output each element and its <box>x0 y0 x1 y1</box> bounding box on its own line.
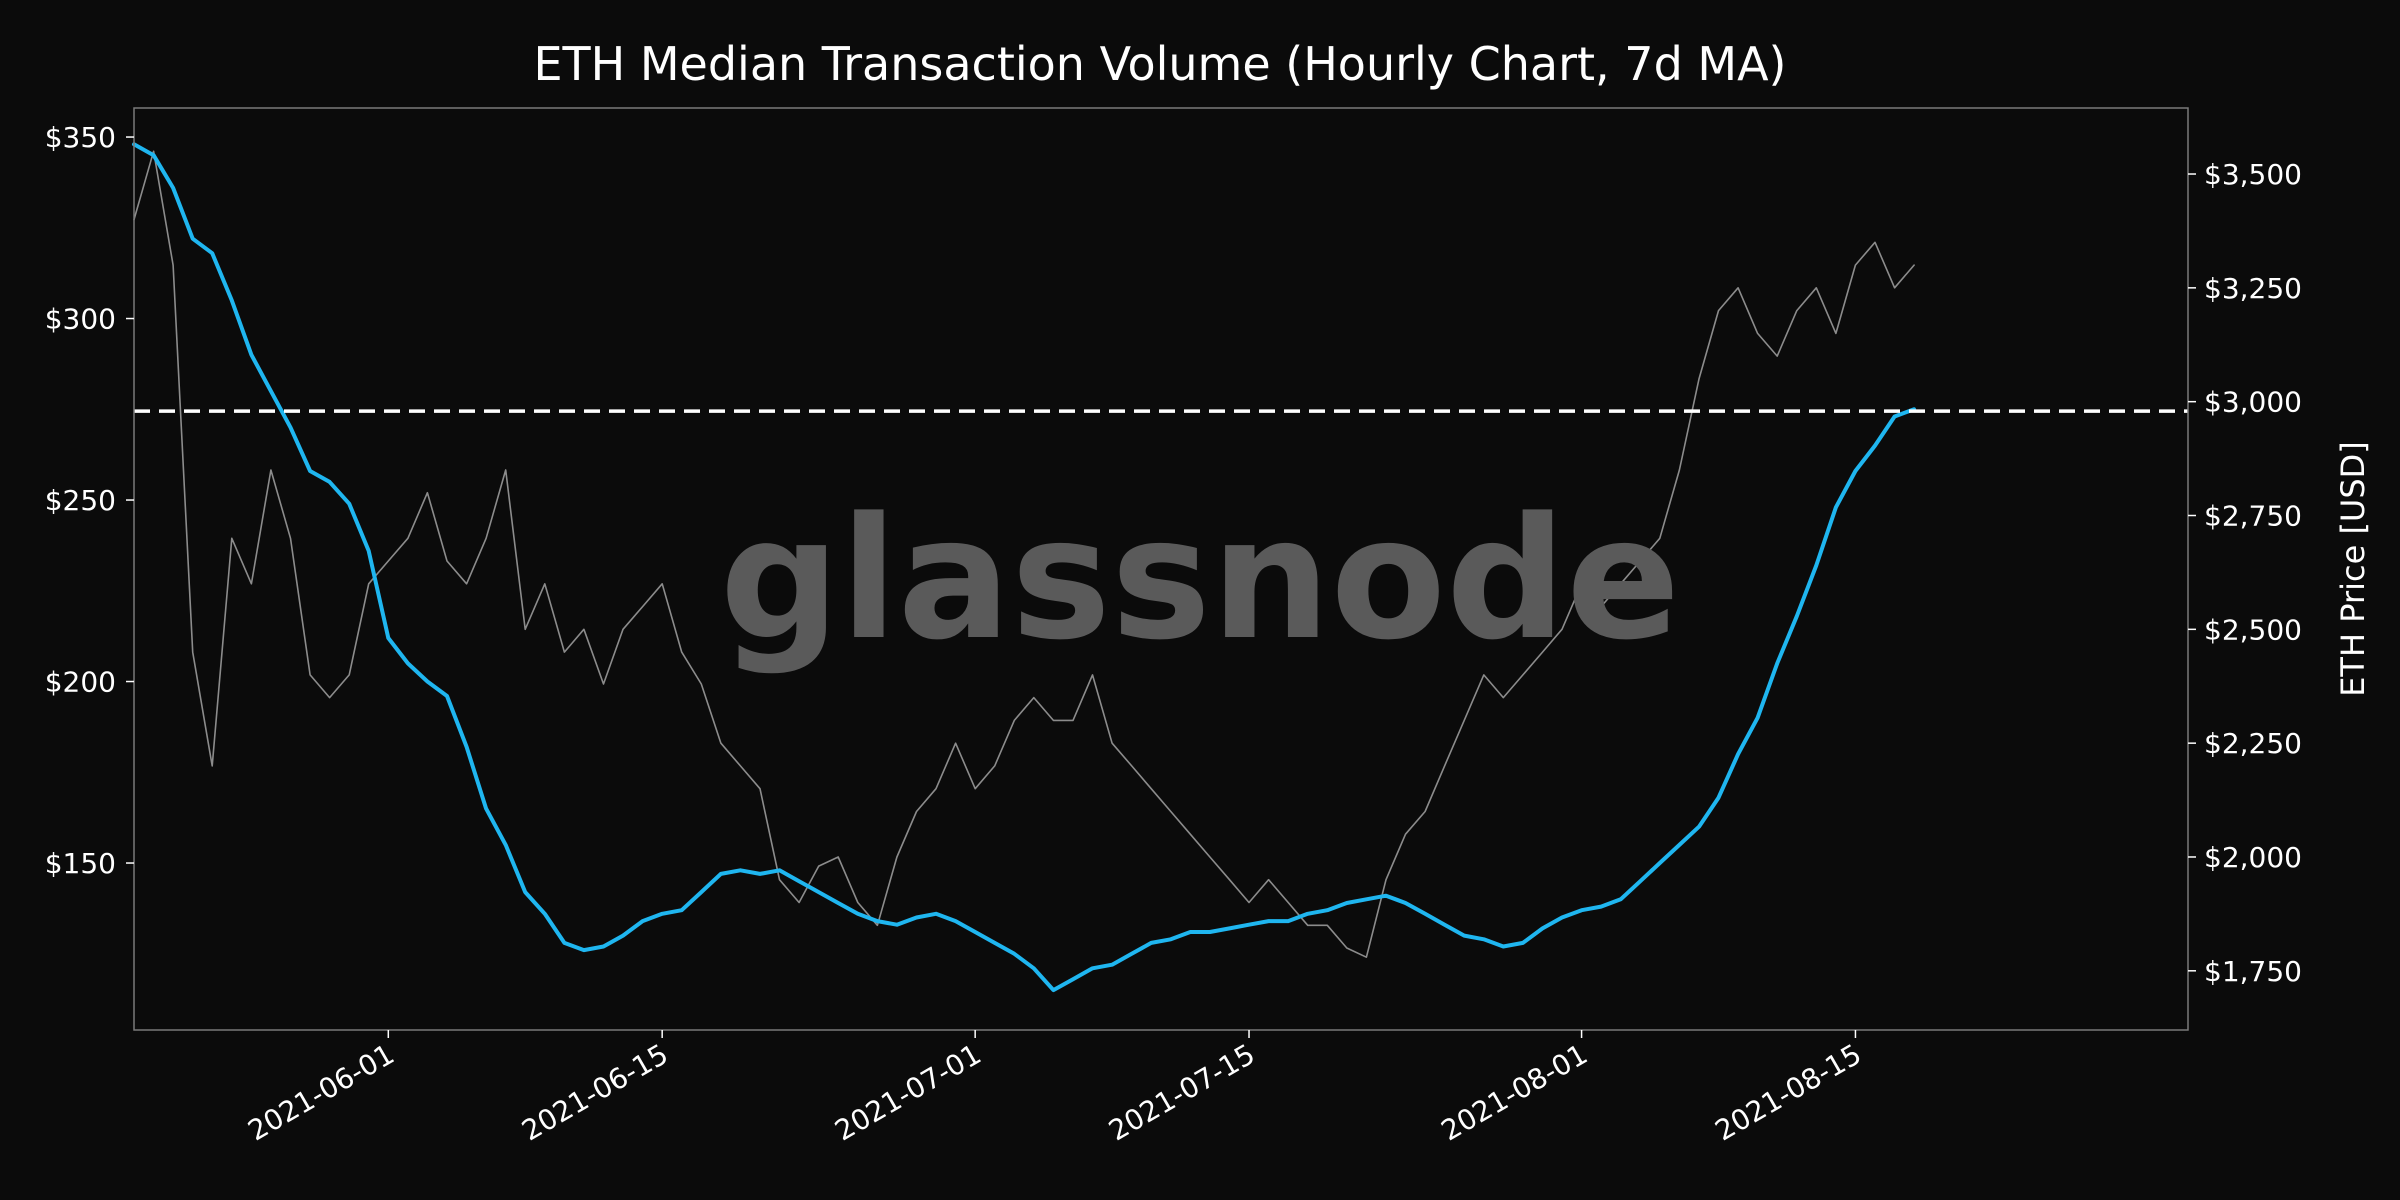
right-tick-label: $1,750 <box>2204 955 2302 988</box>
right-tick-label: $2,750 <box>2204 500 2302 533</box>
right-axis-label: ETH Price [USD] <box>2334 441 2372 697</box>
chart-title: ETH Median Transaction Volume (Hourly Ch… <box>533 37 1786 91</box>
left-tick-label: $250 <box>45 484 116 517</box>
left-tick-label: $300 <box>45 303 116 336</box>
right-tick-label: $2,250 <box>2204 727 2302 760</box>
watermark-logo: glassnode <box>720 481 1680 677</box>
right-axis: $1,750 $2,000 $2,250 $2,500 $2,750 $3,000 $3,2… <box>2188 158 2302 988</box>
right-tick-label: $3,250 <box>2204 272 2302 305</box>
price-series-line <box>133 150 1915 959</box>
right-tick-label: $3,500 <box>2204 158 2302 191</box>
plot-area <box>132 142 2188 993</box>
plot-frame <box>133 107 2189 1031</box>
left-tick-label: $150 <box>45 847 116 880</box>
right-tick-label: $2,000 <box>2204 841 2302 874</box>
left-tick-label: $350 <box>45 121 116 154</box>
right-tick-label: $2,500 <box>2204 613 2302 646</box>
volume-series-line <box>132 142 1917 993</box>
right-tick-label: $3,000 <box>2204 386 2302 419</box>
left-axis: $150 $200 $250 $300 $350 <box>45 121 134 880</box>
left-tick-label: $200 <box>45 666 116 699</box>
